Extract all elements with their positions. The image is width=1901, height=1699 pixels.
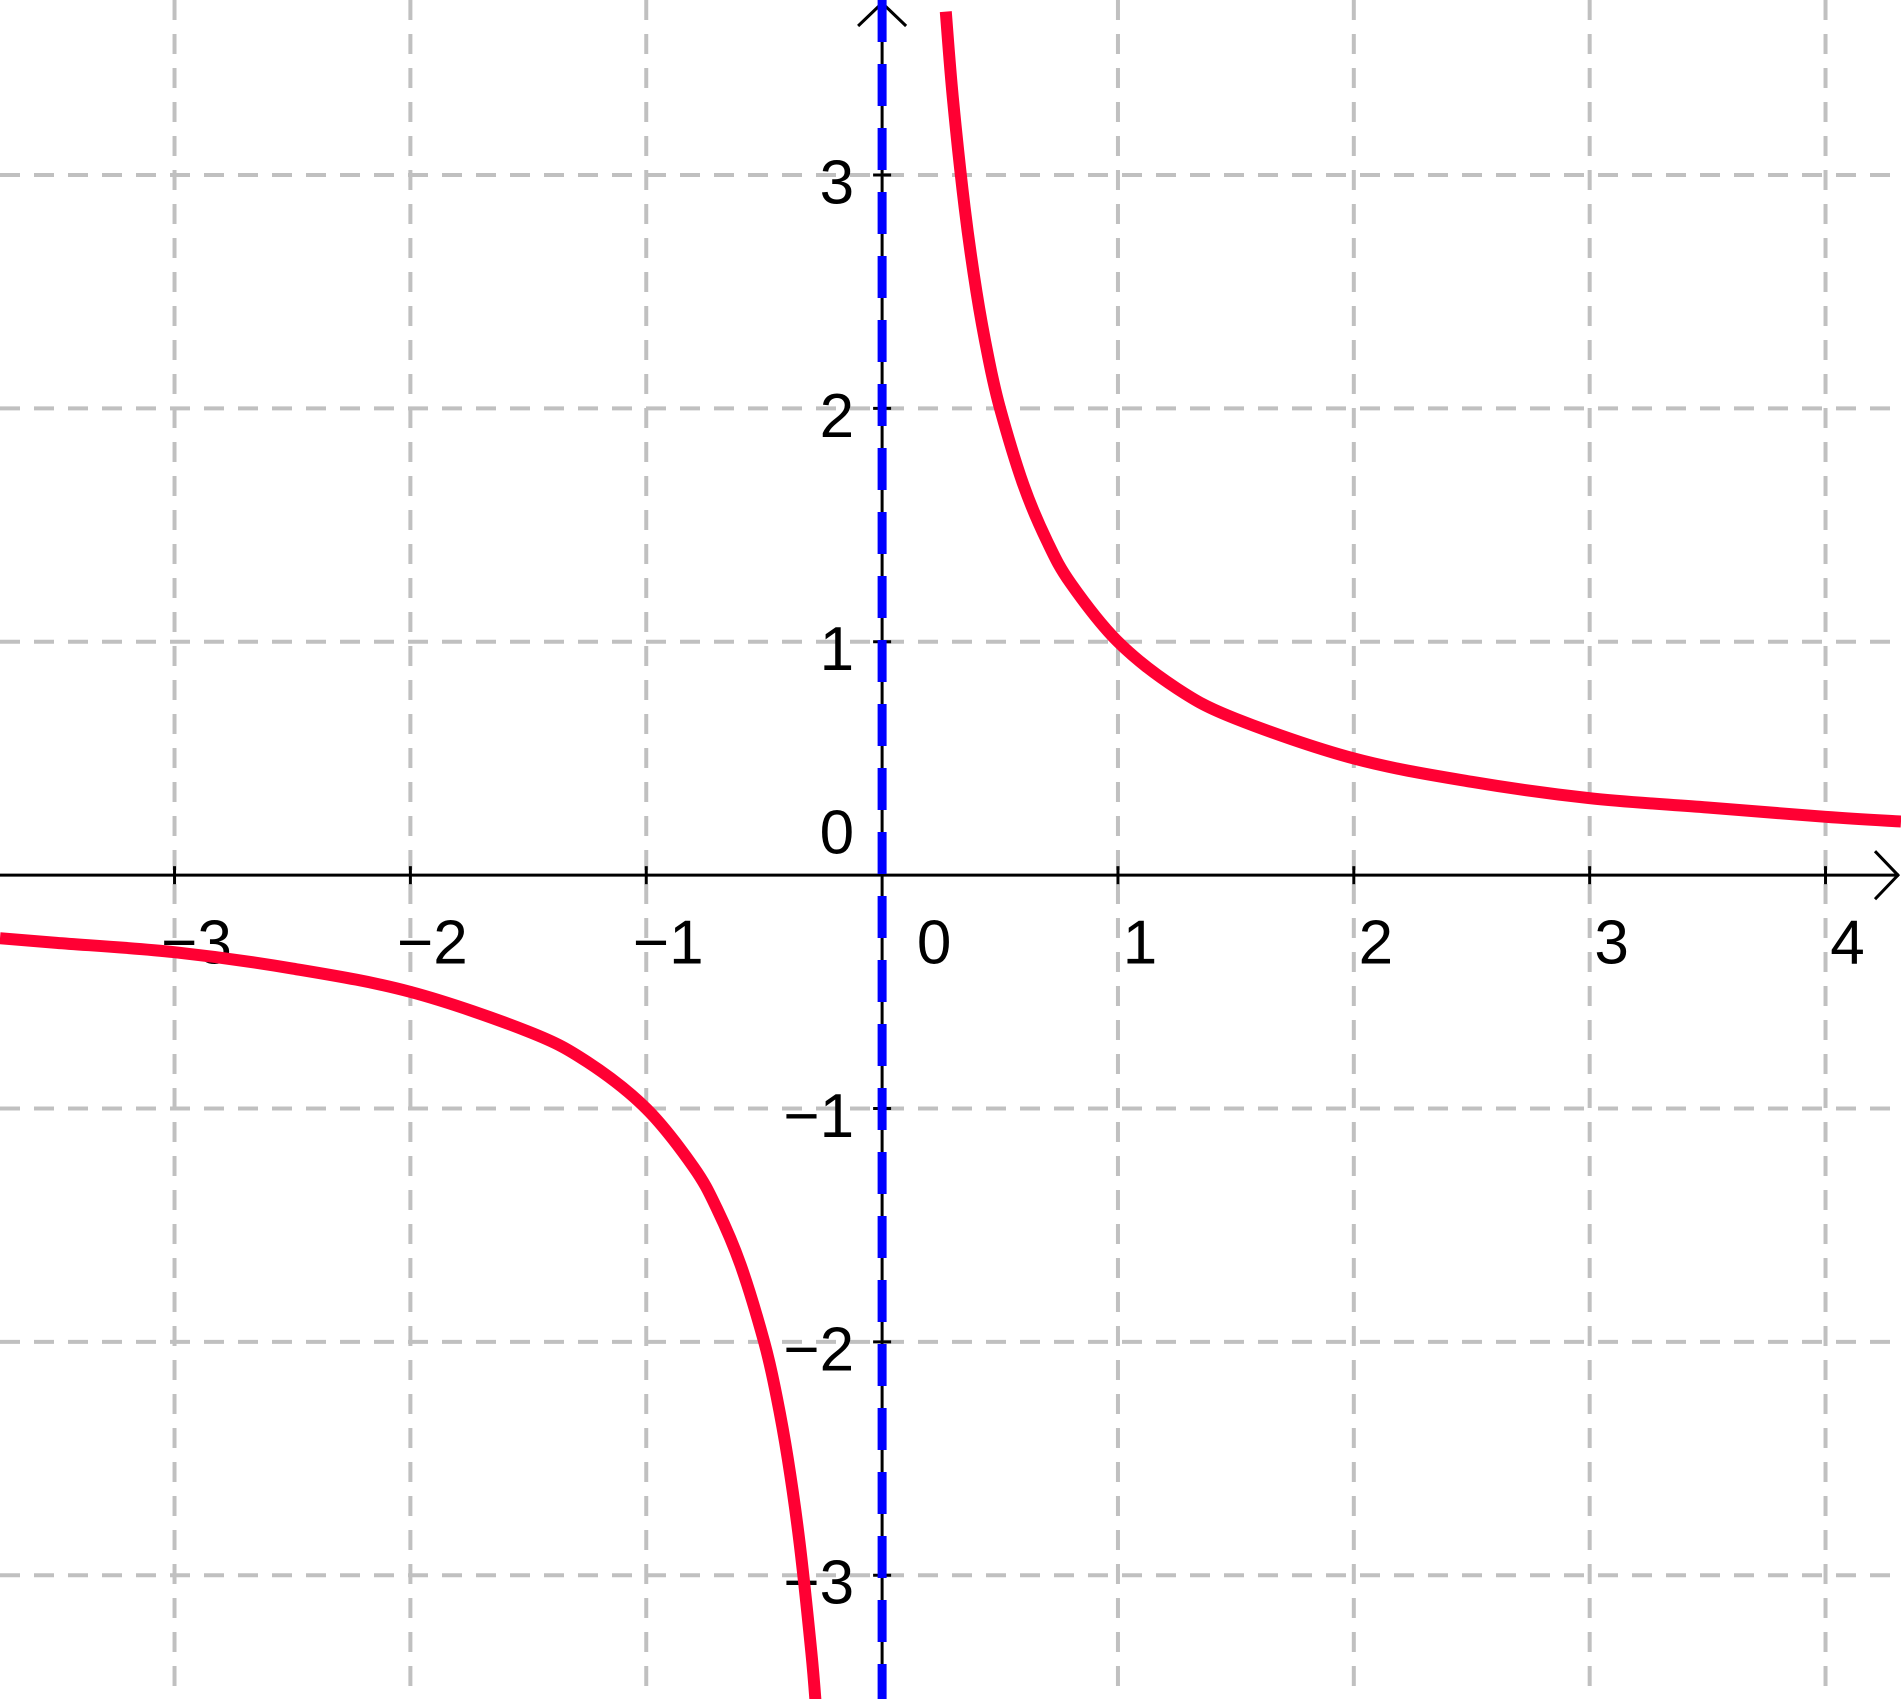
y-tick-label: 3 <box>820 148 854 217</box>
x-tick-label: 4 <box>1830 909 1864 978</box>
y-tick-label: −3 <box>783 1549 854 1618</box>
y-tick-label: 0 <box>820 799 854 868</box>
x-tick-label: −1 <box>633 909 704 978</box>
curve <box>0 11 1901 1699</box>
x-axis-arrow <box>1873 850 1901 901</box>
x-tick-label: 3 <box>1594 909 1628 978</box>
x-tick-label: −2 <box>397 909 468 978</box>
y-tick-label: −2 <box>783 1315 854 1384</box>
x-tick-label: 1 <box>1123 909 1157 978</box>
x-tick-label: −3 <box>161 909 232 978</box>
y-tick-label: 2 <box>820 382 854 451</box>
y-tick-label: −1 <box>783 1082 854 1151</box>
x-tick-label: 0 <box>917 909 951 978</box>
y-tick-label: 1 <box>820 615 854 684</box>
x-tick-label: 2 <box>1359 909 1393 978</box>
